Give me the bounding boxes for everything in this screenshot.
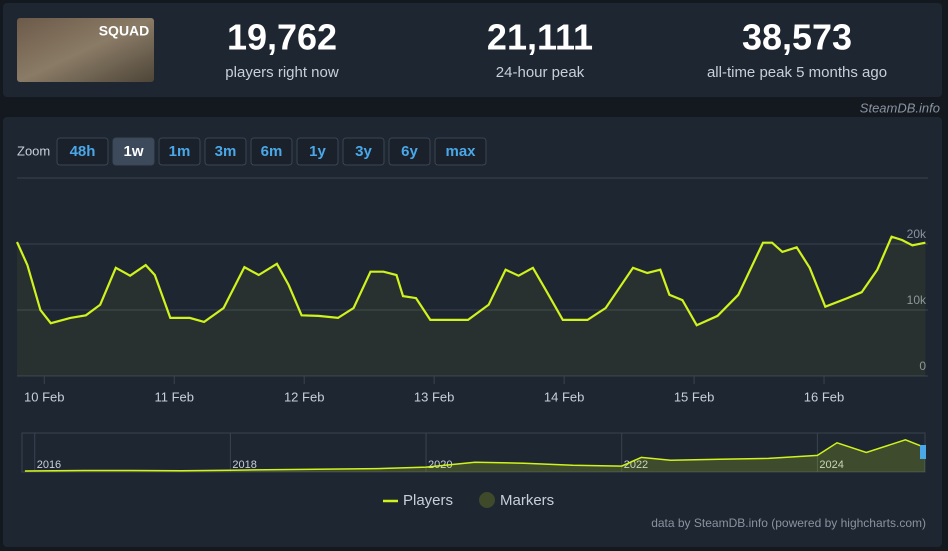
line xyxy=(15,235,926,327)
zoom-button[interactable] xyxy=(158,137,201,166)
x-tick-label: 2020 xyxy=(428,459,452,471)
x-tick-label: 2016 xyxy=(37,459,61,471)
zoom-button[interactable] xyxy=(112,137,155,166)
line xyxy=(24,439,926,472)
stat-label: players right now xyxy=(225,64,339,81)
stat-value: 19,762 xyxy=(227,17,337,58)
stats-panel xyxy=(3,3,942,97)
zoom-button-label[interactable]: 1w xyxy=(123,143,143,160)
zoom-button-label[interactable]: 6y xyxy=(401,143,418,160)
stat-value: 21,111 xyxy=(487,17,593,58)
x-tick-label: 14 Feb xyxy=(544,389,584,404)
zoom-button[interactable] xyxy=(434,137,487,166)
x-tick-label: 2024 xyxy=(819,459,843,471)
credits: data by SteamDB.info (powered by highcha… xyxy=(651,516,926,530)
zoom-label: Zoom xyxy=(17,143,50,158)
x-tick-label: 15 Feb xyxy=(674,389,714,404)
y-tick-label: 10k xyxy=(907,293,927,307)
zoom-button[interactable] xyxy=(296,137,339,166)
zoom-button[interactable] xyxy=(388,137,431,166)
zoom-button-label[interactable]: 1m xyxy=(169,143,191,160)
zoom-button-label[interactable]: 48h xyxy=(70,143,96,160)
zoom-button-label[interactable]: 3y xyxy=(355,143,372,160)
stat-value: 38,573 xyxy=(742,17,852,58)
zoom-button[interactable] xyxy=(204,137,247,166)
zoom-button-label[interactable]: 3m xyxy=(215,143,237,160)
x-tick-label: 10 Feb xyxy=(24,389,64,404)
chart-panel xyxy=(3,117,942,547)
zoom-button[interactable] xyxy=(342,137,385,166)
zoom-button-label[interactable]: max xyxy=(445,143,476,160)
x-tick-label: 16 Feb xyxy=(804,389,844,404)
x-tick-label: 2018 xyxy=(232,459,256,471)
zoom-button-label[interactable]: 1y xyxy=(309,143,326,160)
zoom-button[interactable] xyxy=(250,137,293,166)
source: SteamDB.info xyxy=(860,100,940,115)
x-tick-label: 12 Feb xyxy=(284,389,324,404)
legend-label[interactable]: Players xyxy=(403,492,453,509)
game-image xyxy=(17,18,154,82)
y-tick-label: 20k xyxy=(907,227,927,241)
x-tick-label: 13 Feb xyxy=(414,389,454,404)
stat-label: 24-hour peak xyxy=(496,64,585,81)
y-tick-label: 0 xyxy=(919,359,926,373)
legend-label[interactable]: Markers xyxy=(500,492,554,509)
game-logo: SQUAD xyxy=(99,23,150,39)
area xyxy=(24,439,925,472)
legend-marker[interactable] xyxy=(479,492,495,508)
x-tick-label: 11 Feb xyxy=(154,389,194,404)
navigator-handle[interactable] xyxy=(920,445,926,459)
zoom-button[interactable] xyxy=(56,137,109,166)
area xyxy=(17,236,926,376)
stat-label: all-time peak 5 months ago xyxy=(707,64,887,81)
zoom-button-label[interactable]: 6m xyxy=(261,143,283,160)
